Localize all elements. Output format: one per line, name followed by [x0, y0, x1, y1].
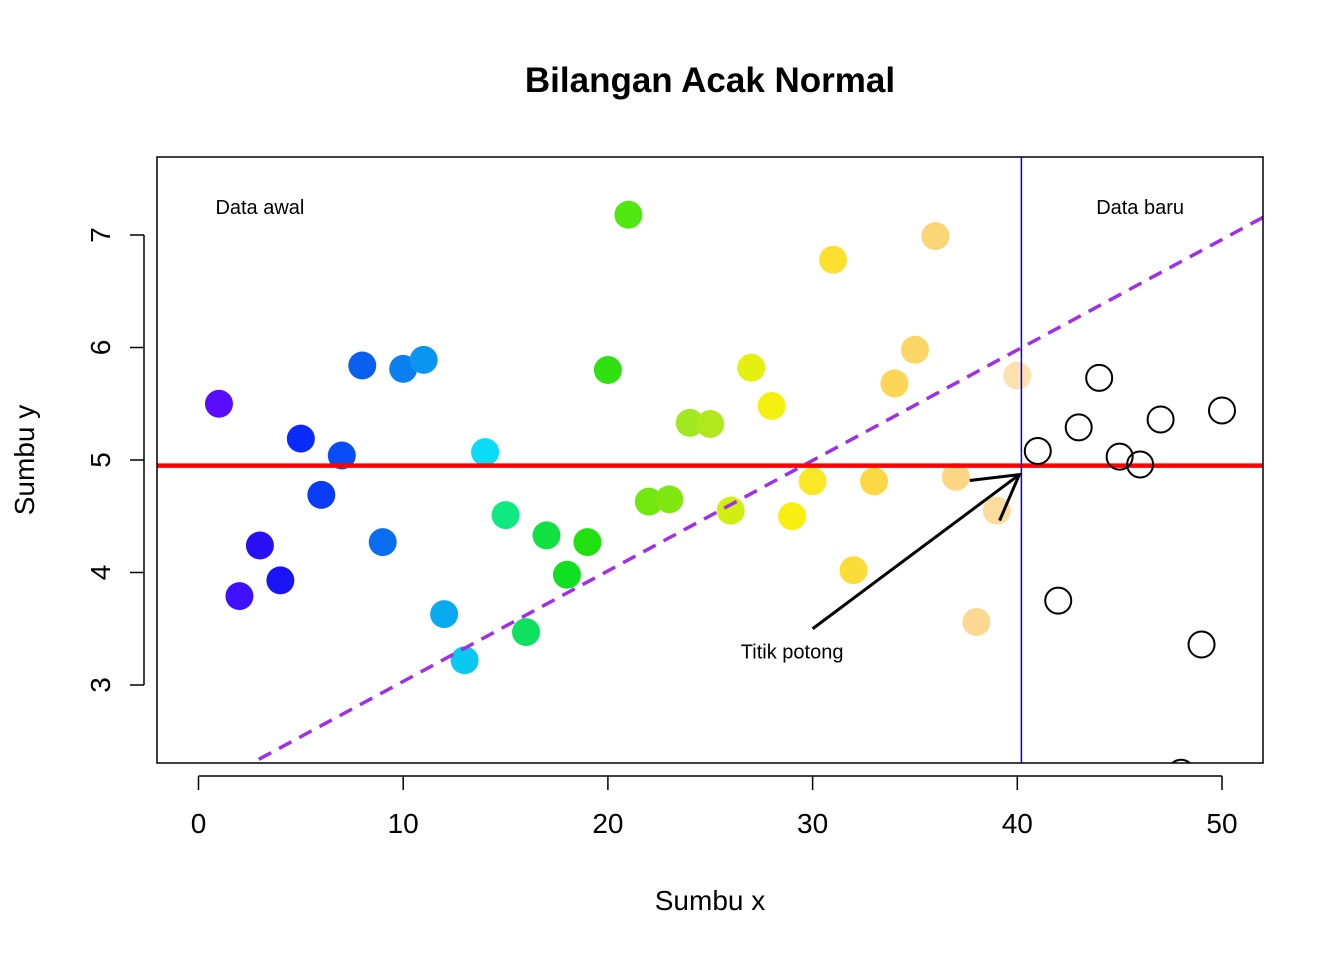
point-filled-15 — [491, 501, 520, 530]
point-filled-32 — [839, 556, 868, 585]
point-filled-31 — [819, 245, 848, 274]
plot-frame — [156, 156, 1264, 764]
x-tick-label-50: 50 — [1206, 808, 1237, 839]
point-filled-22 — [634, 487, 663, 516]
point-filled-27 — [737, 353, 766, 382]
point-filled-17 — [532, 521, 561, 550]
point-filled-28 — [757, 392, 786, 420]
point-filled-12 — [430, 600, 459, 629]
point-open-45 — [1105, 442, 1134, 471]
x-tick-label-0: 0 — [191, 808, 207, 839]
point-filled-35 — [900, 335, 929, 364]
point-filled-18 — [552, 560, 581, 589]
y-tick-label-5: 5 — [85, 452, 116, 468]
point-filled-25 — [696, 410, 725, 438]
x-tick-label-40: 40 — [1002, 808, 1033, 839]
regression-line — [248, 215, 1263, 763]
point-open-46 — [1126, 450, 1155, 479]
annotation-titik-potong: Titik potong — [741, 641, 844, 663]
point-filled-13 — [450, 646, 479, 675]
point-filled-21 — [614, 200, 643, 229]
point-open-48 — [1171, 758, 1192, 763]
y-tick-label-3: 3 — [85, 677, 116, 693]
chart-title: Bilangan Acak Normal — [525, 61, 895, 100]
point-filled-36 — [921, 222, 950, 251]
point-filled-30 — [798, 467, 827, 496]
x-tick-label-20: 20 — [592, 808, 623, 839]
point-filled-26 — [716, 496, 745, 525]
point-open-41 — [1023, 437, 1052, 465]
point-filled-24 — [675, 408, 704, 437]
x-axis-label: Sumbu x — [655, 885, 766, 916]
y-tick-label-4: 4 — [85, 565, 116, 581]
point-open-50 — [1208, 396, 1236, 425]
point-filled-9 — [368, 528, 397, 557]
arrow-head — [969, 472, 1022, 522]
point-filled-5 — [286, 424, 315, 453]
point-open-44 — [1085, 363, 1114, 392]
point-open-47 — [1146, 405, 1175, 434]
point-filled-40 — [1003, 361, 1032, 390]
point-filled-38 — [962, 608, 991, 636]
y-tick-label-6: 6 — [85, 340, 116, 356]
point-filled-29 — [778, 502, 807, 531]
point-open-49 — [1187, 630, 1216, 659]
point-filled-6 — [307, 480, 336, 509]
point-open-43 — [1064, 413, 1093, 442]
point-filled-39 — [982, 496, 1011, 525]
annotation-data-awal: Data awal — [215, 197, 304, 219]
point-filled-34 — [880, 369, 909, 398]
point-filled-4 — [266, 566, 295, 595]
point-filled-16 — [512, 618, 541, 647]
point-filled-11 — [409, 345, 438, 374]
point-filled-8 — [348, 351, 377, 380]
point-filled-3 — [245, 531, 274, 560]
point-open-42 — [1044, 586, 1073, 615]
point-filled-33 — [860, 467, 889, 496]
point-filled-19 — [573, 528, 602, 557]
y-axis-label: Sumbu y — [9, 405, 40, 516]
x-tick-label-10: 10 — [388, 808, 419, 839]
annotation-data-baru: Data baru — [1096, 197, 1184, 219]
arrow-shaft — [811, 473, 1021, 630]
point-filled-20 — [593, 356, 622, 384]
x-tick-label-30: 30 — [797, 808, 828, 839]
point-filled-37 — [941, 462, 970, 491]
point-filled-2 — [225, 582, 254, 611]
point-filled-23 — [655, 485, 684, 514]
point-filled-14 — [471, 438, 500, 467]
point-filled-1 — [204, 389, 233, 418]
y-tick-label-7: 7 — [85, 227, 116, 243]
point-filled-7 — [327, 441, 356, 470]
